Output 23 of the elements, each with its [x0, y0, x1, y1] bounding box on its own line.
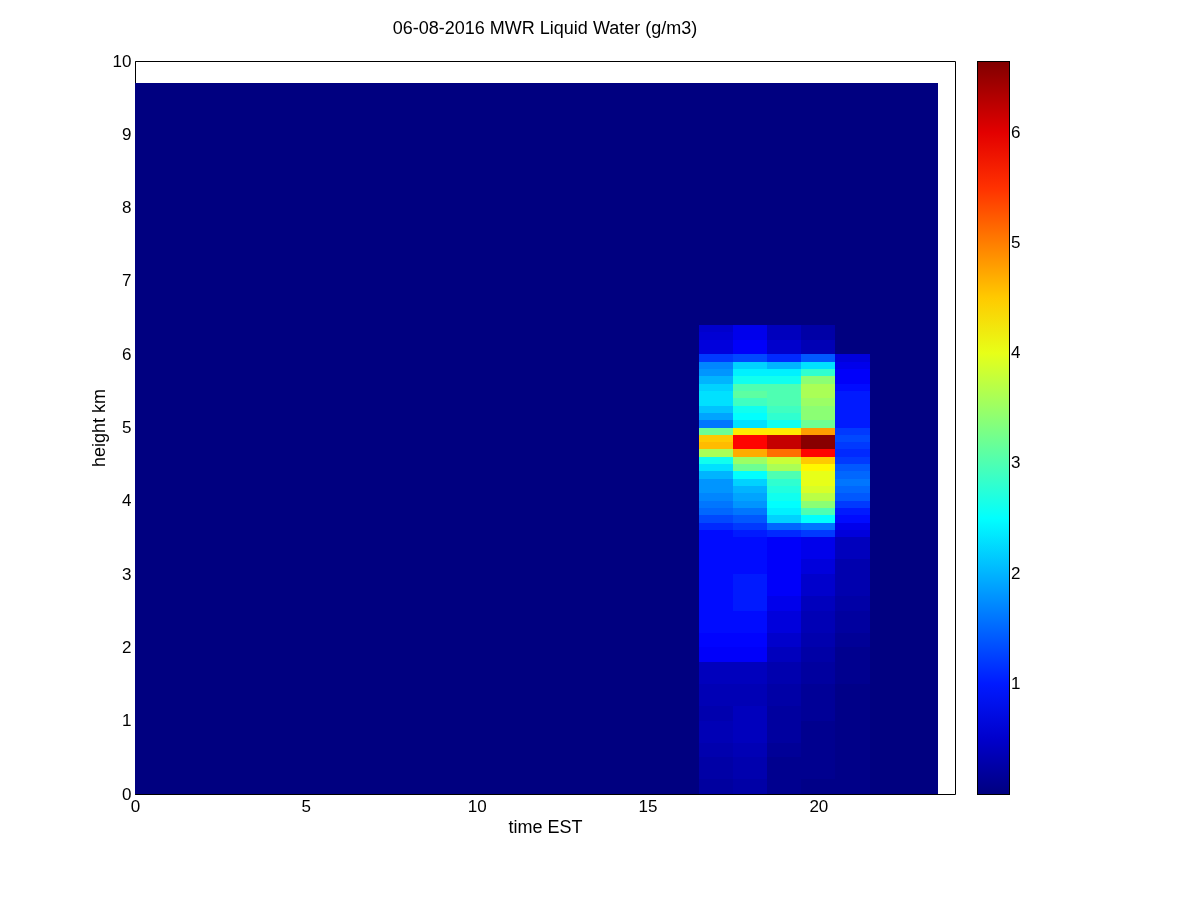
y-tick-label: 2	[122, 637, 132, 657]
x-tick-label: 20	[809, 796, 829, 816]
color-bar-label: 6	[1011, 122, 1021, 142]
y-tick-label: 4	[122, 491, 132, 511]
color-bar-label: 3	[1011, 453, 1021, 473]
y-tick-label: 3	[122, 564, 132, 584]
chart-title: 06-08-2016 MWR Liquid Water (g/m3)	[392, 18, 698, 38]
y-tick-label: 7	[122, 271, 132, 291]
x-tick-label: 5	[301, 796, 312, 816]
y-axis-title: height km	[88, 388, 109, 468]
y-tick-label: 10	[112, 51, 132, 71]
x-tick-label: 15	[638, 796, 658, 816]
color-bar-label: 2	[1011, 563, 1021, 583]
y-tick-label: 9	[122, 124, 132, 144]
y-tick-label: 1	[122, 711, 132, 731]
x-axis-title: time EST	[508, 816, 583, 837]
y-tick-label: 5	[122, 418, 132, 437]
color-bar-label: 5	[1011, 232, 1021, 252]
y-tick-label: 6	[122, 344, 132, 364]
y-tick-label: 8	[122, 198, 132, 218]
color-bar-label: 1	[1011, 673, 1021, 693]
color-bar-label: 4	[1011, 343, 1021, 363]
x-tick-label: 10	[467, 796, 487, 816]
